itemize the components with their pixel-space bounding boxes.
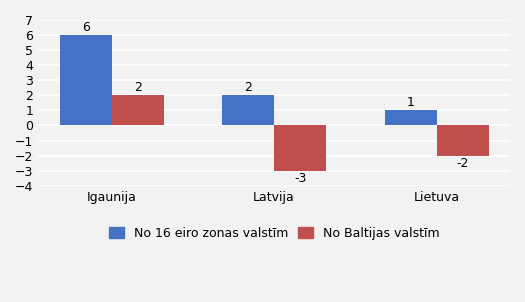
Bar <box>437 125 489 156</box>
Text: 2: 2 <box>244 81 252 94</box>
Text: -2: -2 <box>456 157 469 170</box>
Text: 1: 1 <box>407 96 415 109</box>
Text: -3: -3 <box>294 172 306 185</box>
Bar <box>112 95 164 125</box>
Bar <box>385 110 437 125</box>
Bar <box>222 95 274 125</box>
Legend: No 16 eiro zonas valstīm, No Baltijas valstīm: No 16 eiro zonas valstīm, No Baltijas va… <box>103 222 445 245</box>
Text: 6: 6 <box>82 21 90 34</box>
Bar <box>274 125 326 171</box>
Bar <box>60 35 112 125</box>
Text: 2: 2 <box>134 81 142 94</box>
